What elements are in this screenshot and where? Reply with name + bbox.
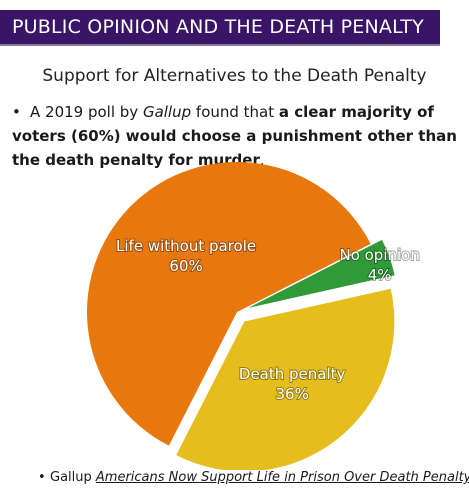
note-text-3: . xyxy=(259,151,265,169)
header-title: PUBLIC OPINION AND THE DEATH PENALTY xyxy=(12,16,424,38)
slice-label-death-penalty: Death penalty xyxy=(239,365,346,383)
source-prefix: Gallup xyxy=(50,470,96,485)
note-highlight: a clear majority of voters (60%) would c… xyxy=(12,103,457,169)
pie-chart: Life without parole 60% No opinion 4% Death … xyxy=(87,162,421,470)
note-text-2: found that xyxy=(191,103,279,121)
header-banner: PUBLIC OPINION AND THE DEATH PENALTY xyxy=(0,10,440,46)
note-source-name: Gallup xyxy=(142,103,192,121)
chart-subtitle: Support for Alternatives to the Death Pe… xyxy=(42,66,427,86)
poll-note: • A 2019 poll by Gallup found that a clea… xyxy=(12,100,460,172)
slice-value-death-penalty: 36% xyxy=(275,385,308,403)
pie-slice-death-penalty xyxy=(176,288,395,470)
source-bullet: • xyxy=(38,470,46,485)
slice-value-no-opinion: 4% xyxy=(368,266,392,284)
source-link[interactable]: Americans Now Support Life in Prison Ove… xyxy=(95,470,469,485)
pie-slice-no-opinion xyxy=(248,239,395,308)
note-text-1: A 2019 poll by xyxy=(30,103,143,121)
source-citation: • Gallup Americans Now Support Life in Pr… xyxy=(38,470,469,485)
slice-value-life-without-parole: 60% xyxy=(169,257,202,275)
slice-label-no-opinion: No opinion xyxy=(339,246,419,264)
note-bullet: • xyxy=(12,103,21,121)
slice-label-life-without-parole: Life without parole xyxy=(116,237,256,255)
pie-slice-life-without-parole xyxy=(87,162,371,446)
